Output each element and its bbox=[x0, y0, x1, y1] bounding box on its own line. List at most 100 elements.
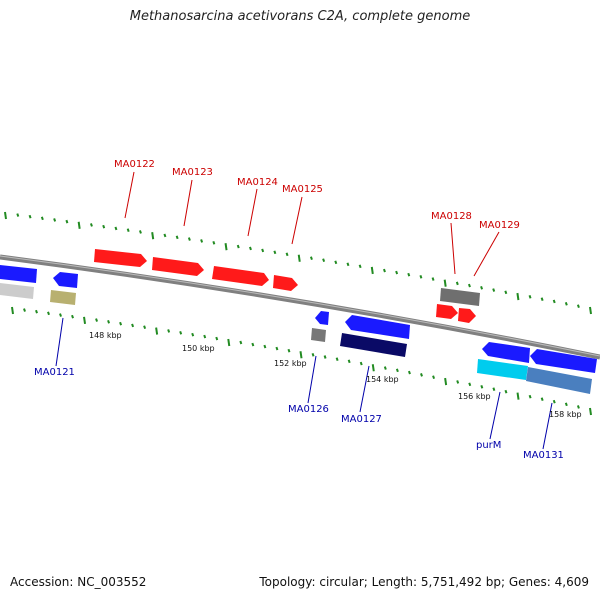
tick-mark bbox=[299, 351, 303, 359]
tick-mark bbox=[504, 290, 508, 295]
tick-mark bbox=[528, 295, 532, 299]
tick-mark bbox=[480, 285, 484, 290]
accession-text: Accession: NC_003552 bbox=[10, 575, 147, 589]
tick-mark bbox=[589, 306, 592, 315]
gene-MA0131[interactable] bbox=[530, 349, 597, 373]
tick-mark bbox=[383, 268, 386, 273]
tick-mark bbox=[59, 313, 62, 317]
tick-mark bbox=[347, 359, 351, 364]
tick-mark bbox=[564, 301, 568, 306]
scale-label-154: 154 kbp bbox=[366, 375, 399, 384]
tick-mark bbox=[552, 399, 556, 404]
scale-label-148: 148 kbp bbox=[89, 331, 122, 340]
tick-mark bbox=[35, 309, 38, 314]
tick-mark bbox=[395, 270, 399, 275]
tick-row-top bbox=[4, 211, 592, 315]
tick-mark bbox=[179, 330, 183, 335]
gene-purM[interactable] bbox=[482, 342, 530, 363]
tick-mark bbox=[11, 306, 14, 315]
gene-MA0126[interactable] bbox=[315, 311, 329, 325]
gene-label-MA0131: MA0131 bbox=[523, 450, 564, 461]
tick-mark bbox=[334, 260, 338, 265]
tick-mark bbox=[151, 232, 155, 240]
tick-mark bbox=[107, 320, 111, 324]
tick-mark bbox=[492, 387, 496, 392]
tick-mark bbox=[77, 221, 81, 229]
tick-mark bbox=[4, 211, 7, 220]
genome-summary: Topology: circular; Length: 5,751,492 bp… bbox=[259, 575, 589, 589]
tick-mark bbox=[576, 304, 580, 308]
tick-mark bbox=[261, 248, 265, 253]
gene-label-MA0123: MA0123 bbox=[172, 167, 213, 178]
gene-MA0124[interactable] bbox=[212, 266, 269, 286]
gene-MA0127[interactable] bbox=[345, 315, 410, 339]
gene-left-edge-blue[interactable] bbox=[0, 265, 37, 283]
tick-mark bbox=[23, 308, 26, 312]
tick-mark bbox=[370, 266, 374, 275]
tick-mark bbox=[163, 233, 167, 238]
tick-mark bbox=[83, 316, 87, 325]
gene-MA0122[interactable] bbox=[94, 249, 147, 267]
tick-mark bbox=[323, 355, 327, 359]
gene-MA0125[interactable] bbox=[273, 275, 298, 291]
gene-label-purM: purM bbox=[476, 440, 501, 451]
tick-mark bbox=[456, 380, 460, 384]
gene-MA0131-steel[interactable] bbox=[526, 367, 592, 394]
tick-mark bbox=[285, 252, 289, 257]
tick-mark bbox=[358, 264, 362, 269]
gene-MA0127-navy[interactable] bbox=[340, 333, 407, 357]
gene-MA0129[interactable] bbox=[458, 308, 476, 323]
tick-mark bbox=[275, 346, 279, 351]
tick-mark bbox=[236, 244, 240, 249]
tick-mark bbox=[359, 361, 363, 366]
gene-MA0121[interactable] bbox=[53, 272, 78, 288]
scale-label-158: 158 kbp bbox=[549, 410, 582, 419]
tick-mark bbox=[89, 223, 93, 227]
gene-MA0123[interactable] bbox=[152, 257, 204, 276]
tick-mark bbox=[71, 314, 74, 319]
tick-mark bbox=[443, 279, 447, 287]
tick-mark bbox=[383, 366, 387, 370]
tick-mark bbox=[589, 407, 592, 416]
tick-mark bbox=[492, 288, 496, 292]
gene-purM-cyan[interactable] bbox=[477, 359, 528, 380]
gene-MA0128[interactable] bbox=[436, 304, 458, 319]
tick-mark bbox=[576, 405, 580, 409]
tick-mark bbox=[251, 342, 255, 347]
tick-mark bbox=[175, 235, 179, 240]
gene-MA0126-gray[interactable] bbox=[311, 328, 326, 342]
tick-mark bbox=[224, 243, 228, 251]
tick-mark bbox=[528, 394, 532, 399]
reverse-genes bbox=[0, 265, 597, 394]
gene-left-edge-gray[interactable] bbox=[0, 283, 34, 299]
tick-row-bottom bbox=[11, 306, 592, 416]
tick-mark bbox=[455, 281, 459, 286]
tick-mark bbox=[540, 297, 544, 301]
gene-label-MA0125: MA0125 bbox=[282, 184, 323, 195]
gene-MA0128-top[interactable] bbox=[440, 288, 480, 306]
tick-mark bbox=[432, 375, 436, 380]
tick-mark bbox=[431, 277, 435, 281]
tick-mark bbox=[287, 348, 291, 353]
tick-mark bbox=[16, 213, 20, 217]
tick-mark bbox=[212, 240, 216, 245]
tick-mark bbox=[227, 338, 231, 347]
scale-label-150: 150 kbp bbox=[182, 344, 215, 353]
scale-label-156: 156 kbp bbox=[458, 392, 491, 401]
tick-mark bbox=[215, 336, 219, 341]
tick-mark bbox=[131, 323, 135, 328]
tick-mark bbox=[480, 384, 484, 389]
tick-mark bbox=[444, 377, 448, 386]
tick-mark bbox=[335, 357, 339, 361]
gene-label-MA0124: MA0124 bbox=[237, 177, 278, 188]
tick-mark bbox=[249, 246, 252, 251]
gene-label-MA0122: MA0122 bbox=[114, 159, 155, 170]
tick-mark bbox=[119, 321, 123, 326]
tick-mark bbox=[311, 353, 315, 357]
forward-genes bbox=[94, 249, 480, 323]
tick-mark bbox=[346, 262, 350, 267]
gene-MA0121-olive[interactable] bbox=[50, 290, 76, 305]
tick-mark bbox=[516, 292, 520, 301]
gene-label-MA0127: MA0127 bbox=[341, 414, 382, 425]
tick-mark bbox=[552, 299, 556, 304]
